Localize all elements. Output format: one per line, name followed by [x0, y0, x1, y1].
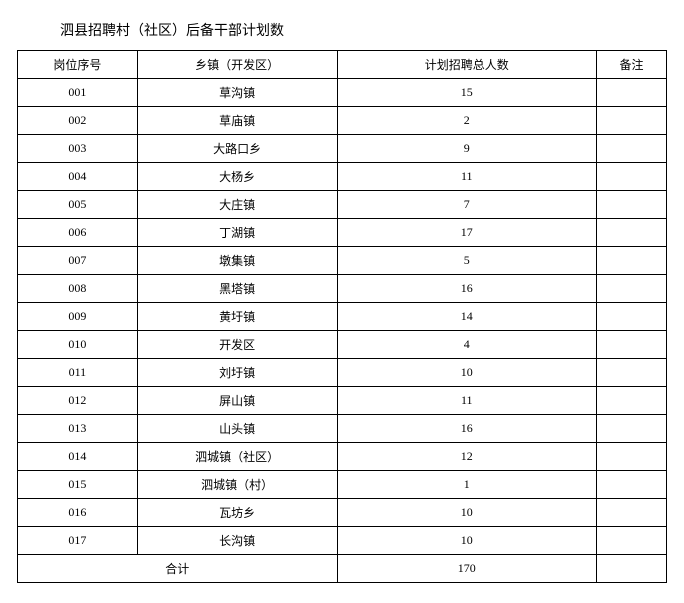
- table-cell: 丁湖镇: [137, 219, 337, 247]
- total-note: [597, 555, 667, 583]
- col-header-town: 乡镇（开发区）: [137, 51, 337, 79]
- table-cell: 瓦坊乡: [137, 499, 337, 527]
- table-cell: 大杨乡: [137, 163, 337, 191]
- table-row: 014泗城镇（社区）12: [18, 443, 667, 471]
- table-cell: 14: [337, 303, 597, 331]
- table-cell: 12: [337, 443, 597, 471]
- table-cell: [597, 135, 667, 163]
- table-cell: [597, 331, 667, 359]
- table-cell: 4: [337, 331, 597, 359]
- table-cell: 刘圩镇: [137, 359, 337, 387]
- table-cell: [597, 471, 667, 499]
- table-row: 009黄圩镇14: [18, 303, 667, 331]
- table-cell: 006: [18, 219, 138, 247]
- table-cell: 10: [337, 527, 597, 555]
- table-row: 003大路口乡9: [18, 135, 667, 163]
- table-cell: 014: [18, 443, 138, 471]
- table-cell: 016: [18, 499, 138, 527]
- table-row: 013山头镇16: [18, 415, 667, 443]
- table-cell: 黄圩镇: [137, 303, 337, 331]
- col-header-id: 岗位序号: [18, 51, 138, 79]
- table-cell: 2: [337, 107, 597, 135]
- table-row: 001草沟镇15: [18, 79, 667, 107]
- table-row: 004大杨乡11: [18, 163, 667, 191]
- table-row: 015泗城镇（村）1: [18, 471, 667, 499]
- table-cell: 005: [18, 191, 138, 219]
- table-cell: [597, 107, 667, 135]
- total-value: 170: [337, 555, 597, 583]
- table-cell: [597, 163, 667, 191]
- table-cell: 草庙镇: [137, 107, 337, 135]
- table-cell: [597, 527, 667, 555]
- table-row: 007墩集镇5: [18, 247, 667, 275]
- table-cell: 1: [337, 471, 597, 499]
- table-cell: 草沟镇: [137, 79, 337, 107]
- table-row: 006丁湖镇17: [18, 219, 667, 247]
- table-cell: 017: [18, 527, 138, 555]
- table-total-row: 合计170: [18, 555, 667, 583]
- table-cell: 7: [337, 191, 597, 219]
- col-header-count: 计划招聘总人数: [337, 51, 597, 79]
- table-cell: 长沟镇: [137, 527, 337, 555]
- table-cell: [597, 191, 667, 219]
- table-cell: [597, 219, 667, 247]
- table-cell: [597, 275, 667, 303]
- table-cell: 011: [18, 359, 138, 387]
- table-cell: 5: [337, 247, 597, 275]
- table-cell: 007: [18, 247, 138, 275]
- table-cell: 004: [18, 163, 138, 191]
- table-cell: 大路口乡: [137, 135, 337, 163]
- table-cell: 009: [18, 303, 138, 331]
- table-row: 002草庙镇2: [18, 107, 667, 135]
- table-cell: 11: [337, 163, 597, 191]
- table-cell: 山头镇: [137, 415, 337, 443]
- table-row: 008黑塔镇16: [18, 275, 667, 303]
- table-cell: [597, 443, 667, 471]
- table-cell: [597, 499, 667, 527]
- table-cell: 16: [337, 415, 597, 443]
- table-cell: 黑塔镇: [137, 275, 337, 303]
- table-cell: [597, 359, 667, 387]
- table-body: 001草沟镇15002草庙镇2003大路口乡9004大杨乡11005大庄镇700…: [18, 79, 667, 583]
- table-header-row: 岗位序号 乡镇（开发区） 计划招聘总人数 备注: [18, 51, 667, 79]
- table-cell: 9: [337, 135, 597, 163]
- total-label: 合计: [18, 555, 338, 583]
- table-row: 010开发区4: [18, 331, 667, 359]
- table-cell: 17: [337, 219, 597, 247]
- table-cell: 008: [18, 275, 138, 303]
- table-cell: [597, 247, 667, 275]
- recruitment-table: 岗位序号 乡镇（开发区） 计划招聘总人数 备注 001草沟镇15002草庙镇20…: [17, 50, 667, 583]
- table-cell: 010: [18, 331, 138, 359]
- table-cell: 003: [18, 135, 138, 163]
- table-row: 005大庄镇7: [18, 191, 667, 219]
- table-cell: [597, 303, 667, 331]
- table-cell: 013: [18, 415, 138, 443]
- table-cell: 16: [337, 275, 597, 303]
- table-cell: 墩集镇: [137, 247, 337, 275]
- table-cell: 大庄镇: [137, 191, 337, 219]
- col-header-note: 备注: [597, 51, 667, 79]
- table-cell: 泗城镇（社区）: [137, 443, 337, 471]
- table-row: 012屏山镇11: [18, 387, 667, 415]
- table-cell: 屏山镇: [137, 387, 337, 415]
- table-cell: 10: [337, 499, 597, 527]
- table-cell: 012: [18, 387, 138, 415]
- page-title: 泗县招聘村（社区）后备干部计划数: [60, 20, 674, 40]
- table-cell: 泗城镇（村）: [137, 471, 337, 499]
- table-cell: 10: [337, 359, 597, 387]
- table-cell: 开发区: [137, 331, 337, 359]
- table-cell: 015: [18, 471, 138, 499]
- table-row: 017长沟镇10: [18, 527, 667, 555]
- table-cell: [597, 415, 667, 443]
- table-row: 016瓦坊乡10: [18, 499, 667, 527]
- table-cell: [597, 79, 667, 107]
- table-cell: 002: [18, 107, 138, 135]
- table-cell: 11: [337, 387, 597, 415]
- table-cell: 15: [337, 79, 597, 107]
- table-row: 011刘圩镇10: [18, 359, 667, 387]
- table-cell: [597, 387, 667, 415]
- table-cell: 001: [18, 79, 138, 107]
